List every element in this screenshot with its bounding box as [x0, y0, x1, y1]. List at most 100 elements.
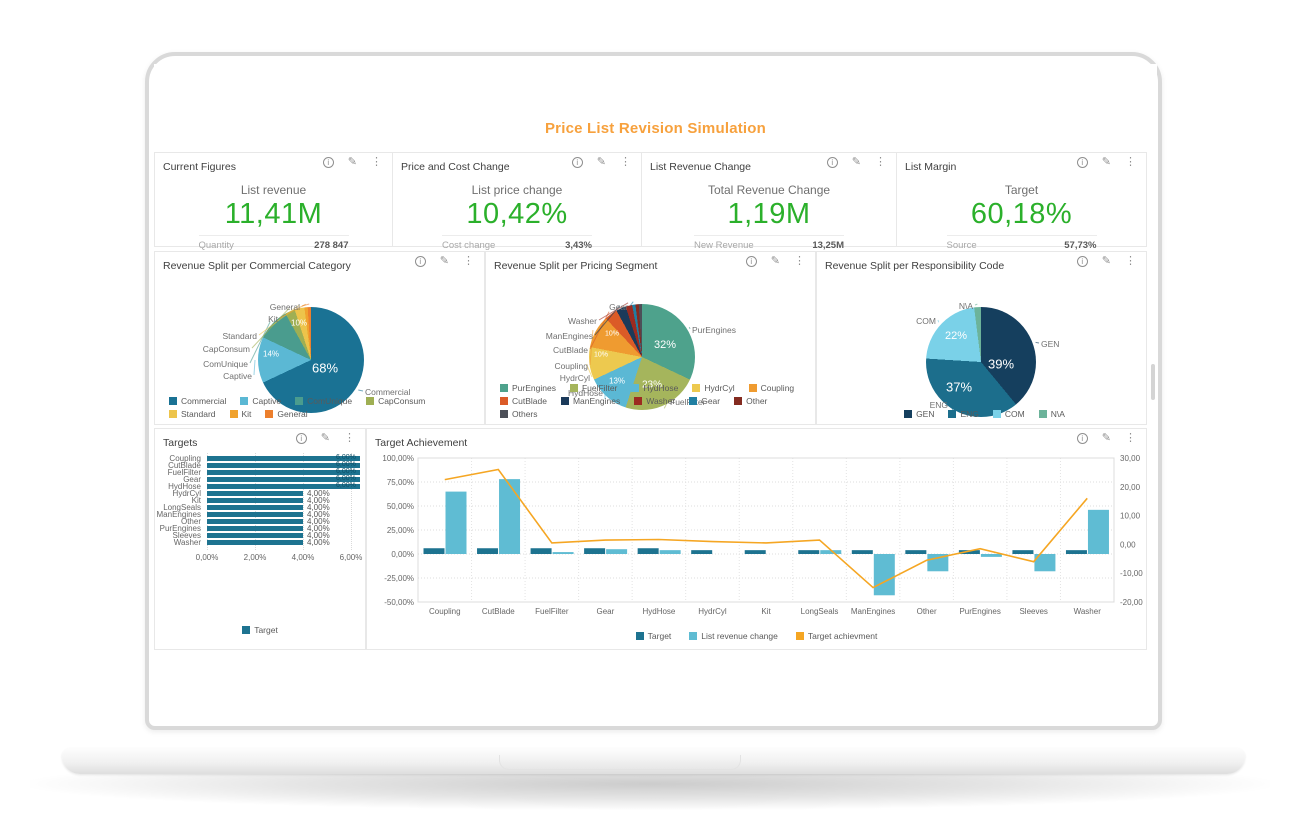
scrollbar-thumb[interactable]: [1151, 364, 1155, 400]
info-icon[interactable]: i: [295, 433, 307, 444]
legend-item[interactable]: Target: [635, 631, 671, 641]
edit-pencil-icon[interactable]: ✎: [1101, 432, 1111, 444]
more-menu-icon[interactable]: ⋮: [344, 432, 355, 444]
info-icon[interactable]: i: [571, 157, 583, 168]
legend-item[interactable]: ManEngines: [560, 395, 620, 407]
target-bar[interactable]: [207, 540, 303, 545]
legend-item[interactable]: Captive: [240, 395, 281, 407]
more-menu-icon[interactable]: ⋮: [463, 255, 474, 267]
legend-item[interactable]: HydrCyl: [692, 382, 735, 394]
info-icon[interactable]: i: [826, 157, 838, 168]
legend-item[interactable]: COM: [992, 408, 1025, 420]
kpi-sub-label: Source: [946, 240, 977, 251]
combo-bar[interactable]: [1012, 550, 1034, 554]
combo-bar[interactable]: [905, 550, 927, 554]
legend-swatch: [569, 384, 578, 392]
more-menu-icon[interactable]: ⋮: [1125, 156, 1136, 168]
target-bar[interactable]: [207, 470, 360, 475]
pie-chart: 32% 23% 13% 10% 10% PurEngines FuelFilter HydHo…: [486, 272, 815, 424]
combo-bar[interactable]: [423, 548, 445, 554]
legend-item[interactable]: List revenue change: [689, 631, 778, 641]
combo-bar[interactable]: [637, 548, 659, 554]
target-bar[interactable]: [207, 526, 303, 531]
combo-bar[interactable]: [552, 552, 574, 554]
legend-item[interactable]: Standard: [169, 408, 216, 420]
combo-bar[interactable]: [606, 549, 628, 554]
legend-item[interactable]: N\A: [1038, 408, 1065, 420]
combo-bar[interactable]: [691, 550, 713, 554]
info-icon[interactable]: i: [414, 256, 426, 267]
legend-swatch: [169, 410, 177, 418]
legend-item[interactable]: CapConsum: [366, 395, 425, 407]
pie-callout-label: ManEngines: [545, 331, 593, 341]
target-bar[interactable]: [207, 519, 303, 524]
info-icon[interactable]: i: [1076, 256, 1088, 267]
info-icon[interactable]: i: [322, 157, 334, 168]
edit-pencil-icon[interactable]: ✎: [851, 156, 861, 168]
legend-item[interactable]: Target: [242, 625, 278, 635]
legend-item[interactable]: Gear: [689, 395, 720, 407]
legend-item[interactable]: ENG: [948, 408, 979, 420]
more-menu-icon[interactable]: ⋮: [1125, 255, 1136, 267]
legend-item[interactable]: Coupling: [748, 382, 794, 394]
category-label: Gear: [183, 475, 201, 484]
combo-bar[interactable]: [980, 554, 1002, 557]
legend-item[interactable]: PurEngines: [500, 382, 556, 394]
combo-bar[interactable]: [744, 550, 766, 554]
legend-item[interactable]: Kit: [229, 408, 251, 420]
more-menu-icon[interactable]: ⋮: [620, 156, 631, 168]
combo-bar[interactable]: [659, 550, 681, 554]
legend-item[interactable]: Other: [734, 395, 767, 407]
legend-item[interactable]: Others: [500, 408, 538, 420]
combo-bar[interactable]: [851, 550, 873, 554]
pie-circle[interactable]: [258, 307, 364, 413]
combo-bar[interactable]: [530, 548, 552, 554]
edit-pencil-icon[interactable]: ✎: [1101, 255, 1111, 267]
target-bar[interactable]: [207, 491, 303, 496]
legend-item[interactable]: HydHose: [631, 382, 678, 394]
combo-bar[interactable]: [1065, 550, 1087, 554]
combo-bar[interactable]: [445, 491, 467, 554]
edit-pencil-icon[interactable]: ✎: [1101, 156, 1111, 168]
legend-item[interactable]: Target achievment: [795, 631, 877, 641]
legend-item[interactable]: ComUnique: [295, 395, 352, 407]
more-menu-icon[interactable]: ⋮: [875, 156, 886, 168]
combo-bar[interactable]: [873, 554, 895, 596]
combo-bar[interactable]: [477, 548, 499, 554]
target-bar[interactable]: [207, 505, 303, 510]
legend-item[interactable]: Washer: [634, 395, 675, 407]
combo-bar[interactable]: [1087, 509, 1109, 554]
pie-circle[interactable]: [926, 307, 1036, 417]
legend-item[interactable]: FuelFilter: [569, 382, 617, 394]
more-menu-icon[interactable]: ⋮: [794, 255, 805, 267]
combo-bar[interactable]: [499, 479, 521, 554]
pie-leader-lines: [249, 303, 364, 392]
info-icon[interactable]: i: [1076, 157, 1088, 168]
combo-bar[interactable]: [798, 550, 820, 554]
edit-pencil-icon[interactable]: ✎: [596, 156, 606, 168]
target-bar[interactable]: [207, 463, 360, 468]
legend-item[interactable]: GEN: [904, 408, 934, 420]
edit-pencil-icon[interactable]: ✎: [320, 432, 330, 444]
target-bar[interactable]: [207, 456, 360, 461]
edit-pencil-icon[interactable]: ✎: [439, 255, 449, 267]
more-menu-icon[interactable]: ⋮: [371, 156, 382, 168]
combo-bar[interactable]: [958, 550, 980, 554]
info-icon[interactable]: i: [745, 256, 757, 267]
legend-item[interactable]: CutBlade: [500, 395, 547, 407]
target-bar[interactable]: [207, 484, 360, 489]
category-label: FuelFilter: [167, 468, 201, 477]
target-bar[interactable]: [207, 498, 303, 503]
edit-pencil-icon[interactable]: ✎: [770, 255, 780, 267]
combo-bar[interactable]: [584, 548, 606, 554]
target-bar[interactable]: [207, 533, 303, 538]
legend-item[interactable]: Commercial: [169, 395, 226, 407]
edit-pencil-icon[interactable]: ✎: [347, 156, 357, 168]
legend-item[interactable]: General: [265, 408, 308, 420]
combo-bar[interactable]: [820, 550, 842, 554]
more-menu-icon[interactable]: ⋮: [1125, 432, 1136, 444]
info-icon[interactable]: i: [1076, 433, 1088, 444]
target-bar[interactable]: [207, 477, 360, 482]
target-bar[interactable]: [207, 512, 303, 517]
combo-bar[interactable]: [1034, 554, 1056, 572]
